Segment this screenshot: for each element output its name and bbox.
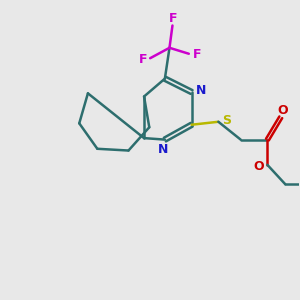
Text: N: N [158, 142, 169, 156]
Text: S: S [222, 114, 231, 127]
Text: O: O [254, 160, 264, 173]
Text: F: F [139, 53, 147, 66]
Text: F: F [169, 13, 177, 26]
Text: O: O [277, 104, 288, 117]
Text: N: N [196, 84, 206, 97]
Text: F: F [193, 48, 201, 61]
